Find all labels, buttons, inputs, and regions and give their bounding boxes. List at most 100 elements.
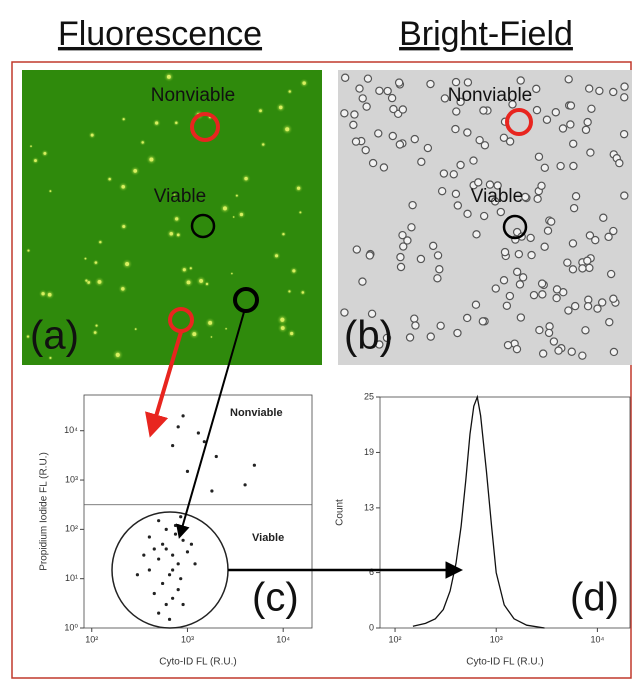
cell	[620, 191, 629, 200]
cell	[503, 340, 513, 350]
label: Viable	[154, 186, 206, 207]
cell	[428, 241, 438, 251]
cell	[537, 181, 546, 191]
cell	[115, 352, 120, 357]
y-axis-label: Propidium Iodide FL (R.U.)	[39, 452, 50, 571]
cell	[244, 176, 248, 181]
cell	[231, 272, 233, 275]
cell	[149, 157, 154, 162]
cell	[609, 347, 619, 357]
cell	[518, 273, 528, 282]
point	[171, 568, 175, 572]
cell	[278, 105, 283, 110]
cell	[423, 143, 433, 153]
point	[176, 588, 180, 592]
arrow	[176, 311, 245, 539]
cell	[479, 211, 489, 221]
cell	[296, 186, 301, 190]
cell	[512, 267, 522, 277]
cell	[527, 250, 536, 260]
label: Nonviable	[151, 85, 236, 106]
cell	[408, 200, 417, 210]
cell	[299, 211, 302, 214]
cell	[426, 332, 435, 341]
cell	[351, 137, 361, 146]
point	[179, 577, 183, 581]
y-tick-label: 10³	[65, 474, 78, 484]
label: Viable	[471, 186, 523, 207]
cell	[491, 284, 500, 293]
cell	[568, 265, 578, 274]
point	[176, 562, 180, 566]
cell	[538, 349, 548, 358]
cell	[398, 230, 407, 240]
cell	[463, 78, 473, 87]
annotation: Viable	[252, 532, 284, 544]
cell	[395, 140, 405, 149]
cell	[403, 236, 412, 245]
cell	[578, 264, 587, 273]
cell	[508, 100, 517, 109]
cell	[41, 292, 45, 296]
cell	[416, 254, 426, 264]
point	[171, 596, 175, 600]
cell	[189, 267, 192, 270]
point	[181, 602, 185, 607]
y-tick-label: 25	[364, 391, 374, 401]
cell	[358, 94, 367, 103]
point	[161, 542, 165, 546]
cell	[490, 197, 500, 206]
cell	[30, 145, 32, 147]
cell	[85, 279, 88, 282]
cell	[619, 129, 629, 139]
cell	[387, 93, 397, 103]
cell	[567, 347, 576, 356]
cell	[587, 104, 596, 114]
cell	[93, 331, 97, 334]
point	[252, 463, 256, 467]
cell	[456, 97, 465, 107]
cell	[514, 249, 524, 259]
cell	[292, 269, 296, 273]
cell	[569, 161, 578, 171]
cell	[175, 217, 179, 221]
x-axis-label: Cyto-ID FL (R.U.)	[159, 657, 236, 668]
label: Nonviable	[448, 85, 533, 106]
x-tick-label: 10³	[490, 634, 503, 644]
point	[189, 542, 194, 546]
cell	[410, 134, 419, 144]
cell	[505, 291, 515, 301]
cell	[235, 194, 238, 197]
y-tick-label: 10¹	[65, 573, 78, 583]
point	[135, 573, 140, 577]
cell	[581, 125, 591, 135]
cell	[551, 108, 561, 117]
x-tick-label: 10²	[389, 634, 402, 644]
fluorescence-cells	[25, 71, 309, 361]
cell	[49, 190, 52, 192]
cell	[605, 317, 614, 327]
cell	[355, 84, 364, 93]
cell	[543, 226, 553, 235]
cell	[288, 90, 291, 93]
cell	[122, 224, 126, 228]
point	[181, 538, 185, 542]
cell	[526, 233, 535, 243]
cell	[173, 194, 176, 197]
y-tick-label: 0	[369, 622, 374, 632]
cell	[552, 285, 562, 294]
point	[193, 562, 197, 566]
histogram-line	[412, 394, 545, 629]
cell	[379, 163, 389, 172]
cell	[405, 333, 415, 342]
cell	[26, 335, 30, 338]
cell	[564, 75, 573, 84]
cell	[540, 242, 549, 251]
y-tick-label: 10⁴	[64, 425, 78, 435]
point	[181, 414, 185, 418]
cell	[280, 326, 285, 330]
cell	[609, 294, 618, 303]
cell	[290, 331, 294, 336]
arrow	[145, 331, 183, 438]
cell	[496, 207, 506, 217]
